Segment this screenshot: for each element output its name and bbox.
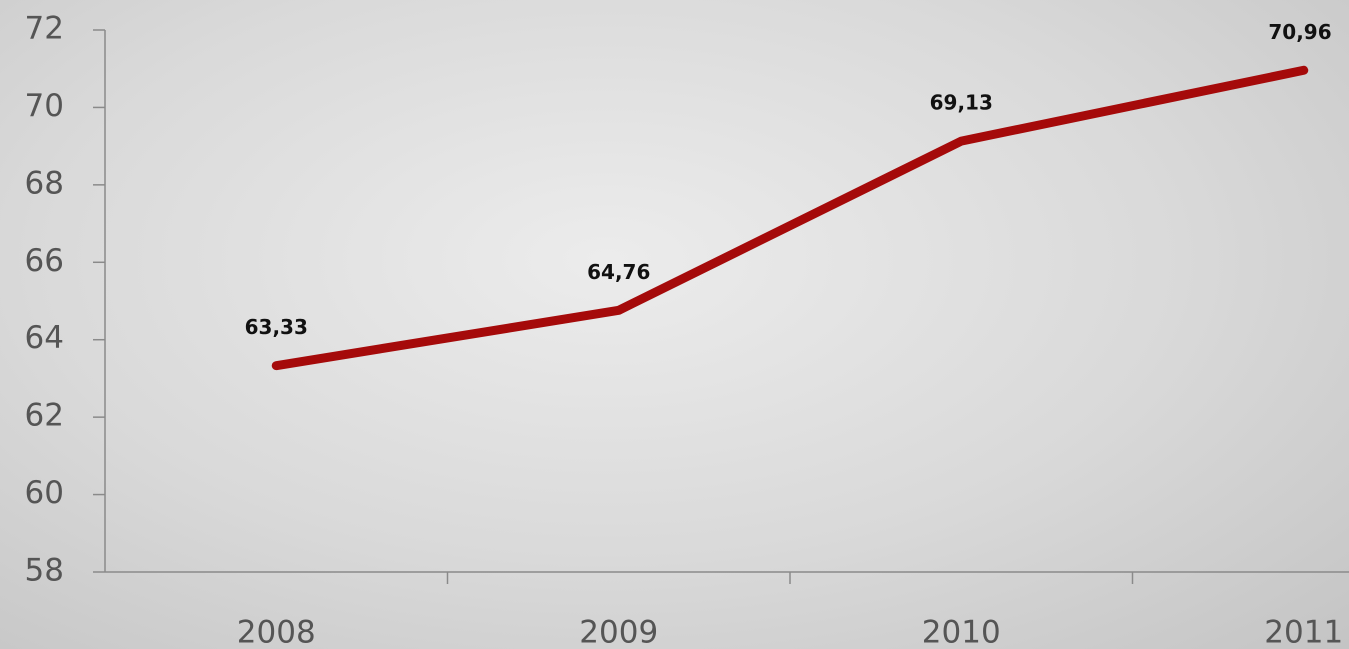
y-tick-label: 72 — [25, 11, 64, 47]
data-line — [276, 70, 1304, 365]
y-tick-label: 68 — [25, 165, 64, 201]
x-tick-label: 2010 — [922, 615, 1001, 649]
data-label: 63,33 — [245, 315, 308, 339]
y-tick-label: 70 — [25, 88, 64, 124]
y-tick-label: 58 — [25, 553, 64, 589]
data-label: 69,13 — [930, 91, 993, 115]
x-tick-label: 2008 — [237, 615, 316, 649]
x-tick-label: 2009 — [579, 615, 658, 649]
chart: 58 60 62 64 66 68 70 72 2008 2009 2010 2011 63,33 64,… — [0, 0, 1349, 649]
x-tick-label: 2011 — [1264, 615, 1343, 649]
y-tick-label: 66 — [25, 243, 64, 279]
y-tick-label: 64 — [25, 320, 64, 356]
data-label: 64,76 — [587, 260, 650, 284]
page: 58 60 62 64 66 68 70 72 2008 2009 2010 2011 63,33 64,… — [0, 0, 1349, 649]
y-tick-label: 62 — [25, 398, 64, 434]
y-tick-label: 60 — [25, 475, 64, 511]
data-label: 70,96 — [1268, 20, 1331, 44]
